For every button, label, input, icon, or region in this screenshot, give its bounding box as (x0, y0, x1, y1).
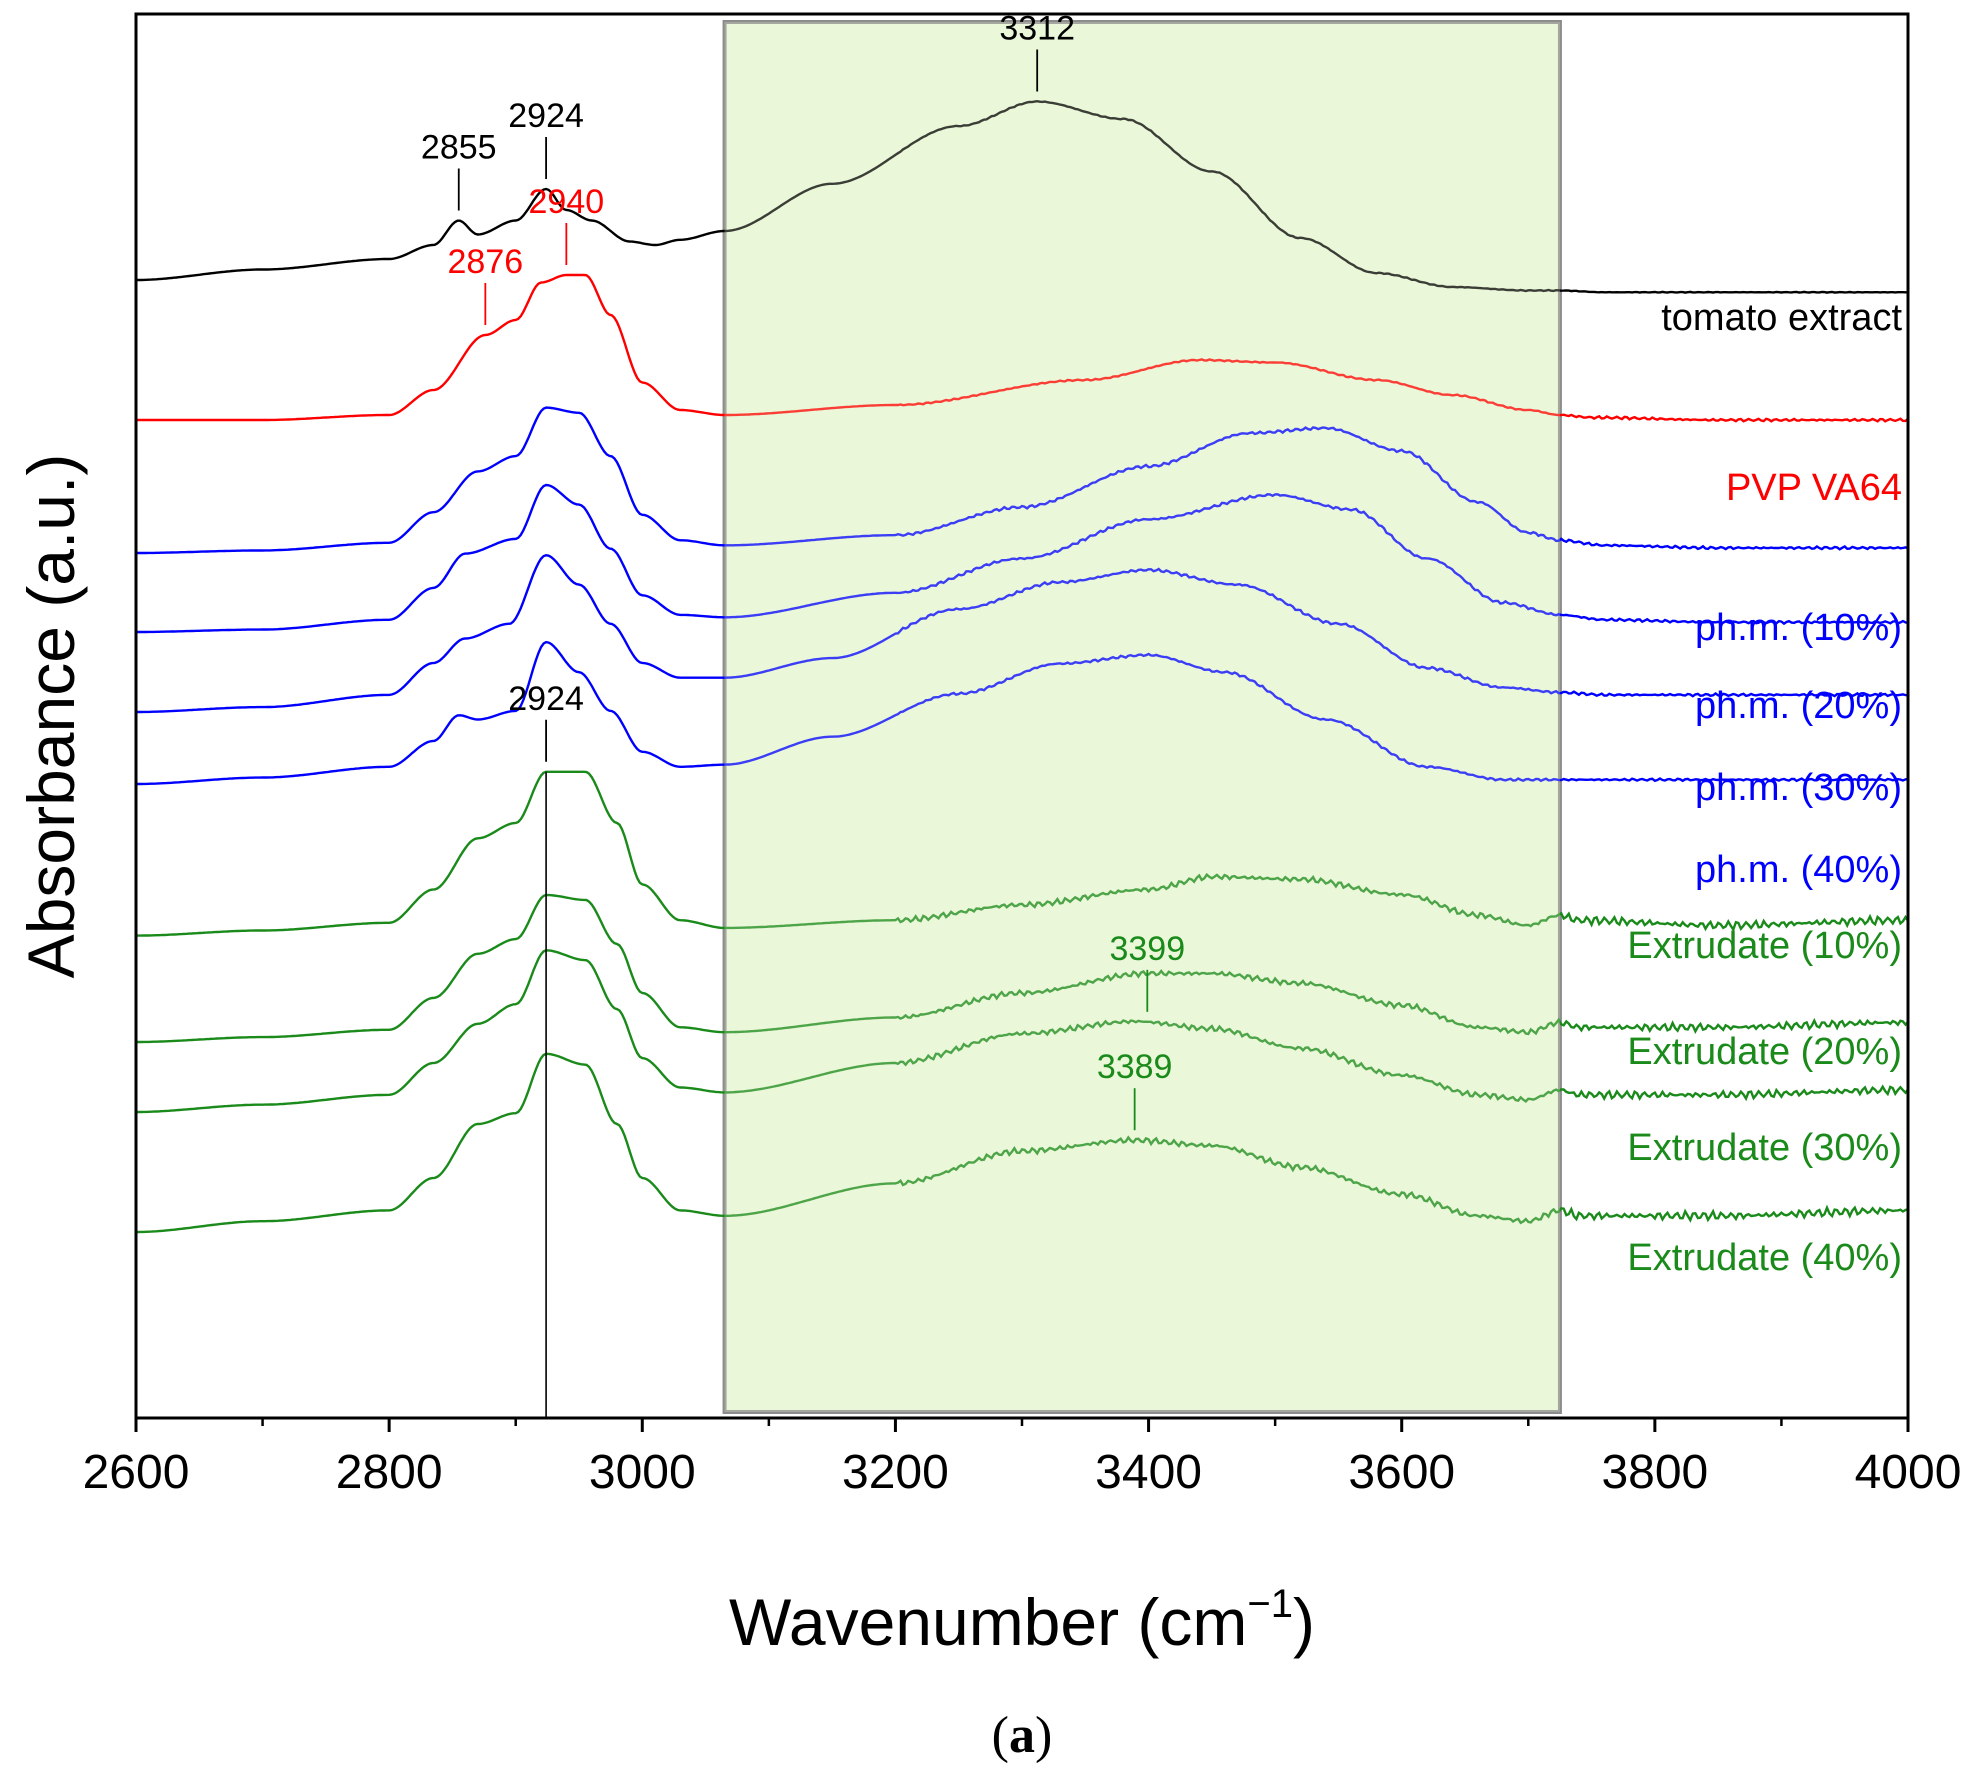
series-line-4 (136, 553, 1909, 714)
series-label-9: Extrudate (40%) (1627, 1237, 1902, 1279)
peak-label-4: 2940 (529, 183, 605, 221)
series-line-3 (136, 483, 1909, 634)
highlight-region (722, 20, 1562, 1414)
x-axis-title-superscript: −1 (1247, 1582, 1293, 1626)
x-tick-label-0: 2600 (83, 1446, 190, 1499)
peak-label-1: 2924 (508, 97, 584, 135)
series-line-7 (136, 893, 1909, 1044)
series-line-1 (136, 273, 1909, 423)
series-line-0 (136, 99, 1908, 294)
panel-label: (a) (992, 1707, 1053, 1764)
series-label-7: Extrudate (20%) (1627, 1031, 1902, 1073)
series-label-4: ph.m. (30%) (1695, 767, 1902, 809)
x-tick-label-1: 2800 (336, 1446, 443, 1499)
series-line-9 (136, 1052, 1909, 1234)
x-axis-title-main: Wavenumber (cm (729, 1585, 1247, 1659)
series-label-5: ph.m. (40%) (1695, 849, 1902, 891)
y-axis-title: Absorbance (a.u.) (14, 454, 88, 979)
highlight-overlay (724, 22, 1560, 1412)
series-line-8 (136, 949, 1909, 1114)
series-line-2 (136, 406, 1909, 555)
x-axis-title-close: ) (1293, 1585, 1315, 1659)
x-axis-title: Wavenumber (cm−1) (729, 1582, 1315, 1659)
x-tick-label-3: 3200 (842, 1446, 949, 1499)
peak-label-6: 3399 (1109, 930, 1185, 968)
peak-label-7: 3389 (1097, 1048, 1173, 1086)
peak-label-5: 2924 (508, 680, 584, 718)
x-tick-label-7: 4000 (1855, 1446, 1962, 1499)
x-tick-label-5: 3600 (1348, 1446, 1455, 1499)
series-label-3: ph.m. (20%) (1695, 685, 1902, 727)
series-label-0: tomato extract (1661, 297, 1902, 339)
series-line-5 (136, 640, 1909, 786)
peak-label-3: 2876 (448, 243, 524, 281)
peak-label-2: 3312 (999, 10, 1075, 48)
series-label-1: PVP VA64 (1726, 467, 1902, 509)
peak-label-0: 2855 (421, 129, 497, 167)
x-tick-label-4: 3400 (1095, 1446, 1202, 1499)
series-label-6: Extrudate (10%) (1627, 925, 1902, 967)
series-line-6 (136, 770, 1910, 937)
x-tick-label-6: 3800 (1601, 1446, 1708, 1499)
series-label-8: Extrudate (30%) (1627, 1127, 1902, 1169)
series-label-2: ph.m. (10%) (1695, 607, 1902, 649)
x-tick-label-2: 3000 (589, 1446, 696, 1499)
